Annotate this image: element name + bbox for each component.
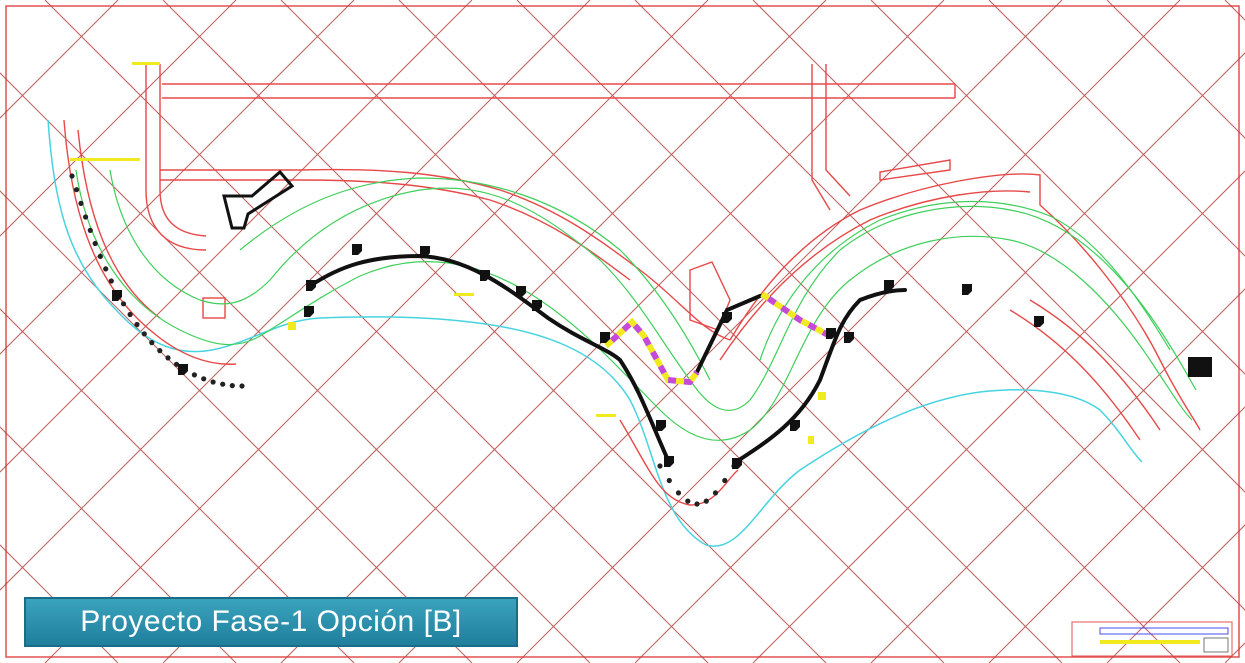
transformer-marker [480,270,490,281]
lighting-point [73,187,80,193]
transformer-marker [516,286,526,297]
grid-line [0,426,237,663]
grid-line [1224,0,1245,21]
lighting-point [210,379,216,385]
title-block-icon [1071,621,1233,657]
grid-line [0,308,355,663]
grid-line [280,0,945,663]
lighting-point [712,490,719,496]
project-caption: Proyecto Fase-1 Opción [B] [24,597,518,647]
lighting-point [722,477,728,484]
transformer-marker [790,420,800,431]
grid-line [0,0,237,237]
lighting-point [108,278,114,284]
grid-line [634,52,1245,663]
transformer-marker [112,290,122,301]
lighting-point [120,301,127,307]
transformer-markers [112,244,1044,469]
lighting-points [69,173,737,507]
transformer-marker [656,420,666,431]
lighting-point [191,372,197,378]
lot-subdivisions [75,169,1197,441]
lighting-point [87,227,93,233]
lighting-point [92,240,98,247]
transformer-marker [732,458,742,469]
lighting-point [149,340,155,346]
transformer-marker [962,284,972,295]
annotation-tags [70,62,826,444]
grid-line [516,0,1181,663]
transformer-marker [532,300,542,311]
grid-line [988,0,1245,257]
lighting-point [229,383,235,389]
building-outline [222,169,295,230]
lighting-point [103,266,109,272]
transformer-marker [722,312,732,323]
lighting-point [69,173,75,179]
transformer-marker [352,244,362,255]
lighting-point [78,200,84,206]
grid-line [162,0,827,663]
transformer-marker [1034,316,1044,327]
lighting-point [694,501,700,507]
lighting-point [141,331,147,337]
grid-line [0,0,473,473]
grid-line [1106,524,1245,663]
lighting-point [703,498,709,504]
sheet-border [5,5,1240,658]
grid-line [0,0,355,355]
transformer-marker [178,364,188,375]
lighting-point [157,348,163,354]
lighting-point [134,321,140,328]
cable-routes [308,253,907,464]
lighting-point [165,355,171,361]
caption-label: Proyecto Fase-1 Opción [B] [80,605,462,638]
lighting-point [173,361,180,367]
transformer-icon [1188,357,1212,377]
lighting-point [675,490,682,496]
grid-line [752,170,1245,663]
transformer-marker [304,306,314,317]
transformer-marker [600,332,610,343]
grid-line [1224,642,1245,663]
grid-line [870,0,1245,375]
grid-line [1106,0,1245,139]
grid-line [398,0,1063,663]
grid-line [870,288,1245,663]
lighting-point [127,311,133,318]
lighting-point [239,383,245,389]
transformer-marker [664,456,674,467]
road-network [63,64,1201,506]
lighting-point [657,463,663,469]
transformer-marker [884,280,894,291]
grid-line [0,72,591,663]
transformer-marker [826,328,836,339]
grid-line [0,544,119,663]
lighting-point [220,381,226,387]
lighting-point [83,214,89,220]
proposed-routes [603,291,832,386]
grid-line [988,406,1245,663]
shoreline [47,119,1143,547]
grid-line [0,0,119,119]
transformer-marker [420,246,430,257]
transformer-marker [844,332,854,343]
grid-line [44,0,709,663]
grid-line [0,0,591,591]
grid-line [0,190,473,663]
lighting-point [666,477,672,484]
lighting-point [97,253,103,259]
lighting-point [201,376,207,382]
transformer-marker [306,280,316,291]
lighting-point [685,498,691,504]
